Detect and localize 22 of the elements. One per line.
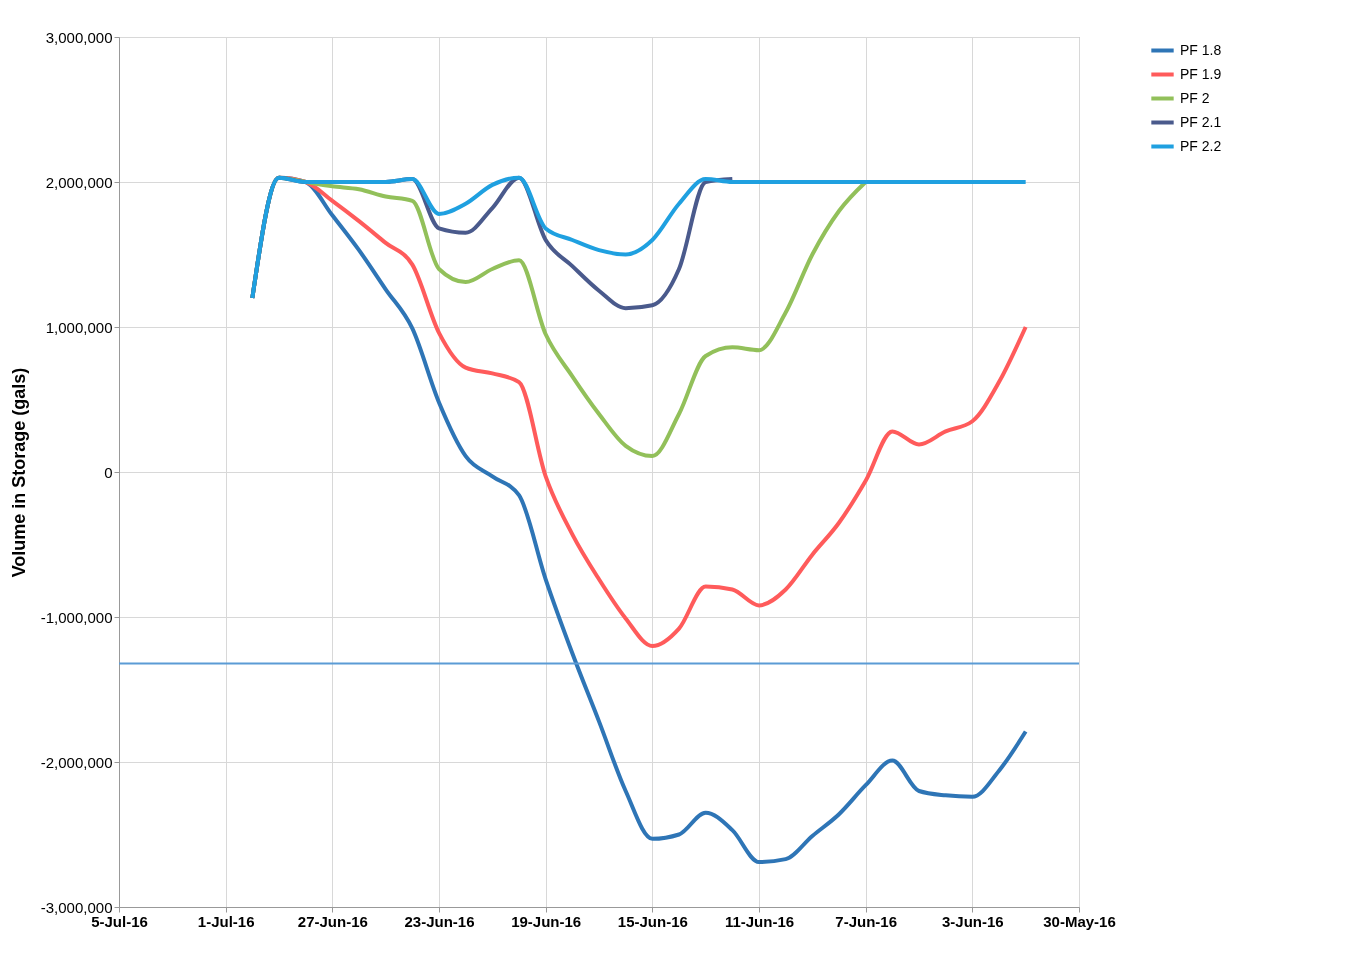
y-axis-title: Volume in Storage (gals)	[8, 367, 29, 578]
x-tick-label: 27-Jun-16	[297, 912, 368, 930]
legend-label: PF 1.8	[1180, 41, 1222, 58]
x-tick-label: 19-Jun-16	[511, 912, 582, 930]
x-tick-label: 7-Jun-16	[835, 912, 898, 930]
y-tick-label: 0	[104, 463, 113, 481]
y-tick-label: -1,000,000	[40, 608, 113, 626]
y-tick-label: -2,000,000	[40, 753, 113, 771]
x-tick-label: 15-Jun-16	[617, 912, 688, 930]
x-tick-label: 30-May-16	[1043, 912, 1116, 930]
x-tick-label: 3-Jun-16	[941, 912, 1004, 930]
y-tick-label: 2,000,000	[45, 173, 113, 191]
y-tick-label: 1,000,000	[45, 318, 113, 336]
x-tick-label: 23-Jun-16	[404, 912, 475, 930]
y-tick-label: 3,000,000	[45, 28, 113, 46]
x-tick-label: 1-Jul-16	[197, 912, 255, 930]
line-series	[250, 175, 1028, 300]
legend-label: PF 2.2	[1180, 137, 1222, 154]
legend-label: PF 2.1	[1180, 113, 1222, 130]
x-tick-label: 11-Jun-16	[724, 912, 795, 930]
legend-label: PF 1.9	[1180, 65, 1222, 82]
legend-label: PF 2	[1180, 89, 1210, 106]
